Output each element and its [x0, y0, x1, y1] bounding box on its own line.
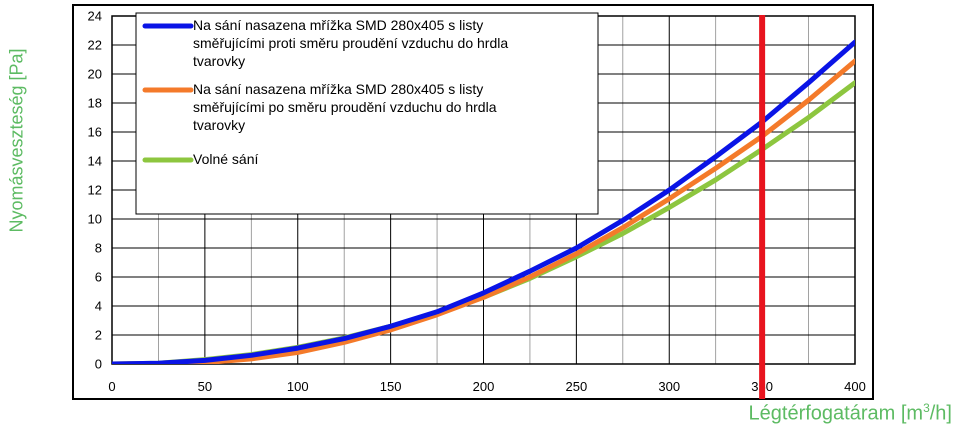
x-tick-label: 50: [198, 379, 212, 394]
y-tick-label: 22: [88, 38, 102, 53]
x-tick-label: 400: [844, 379, 866, 394]
x-tick-label: 250: [566, 379, 588, 394]
y-axis-label: Nyomásveszteség [Pa]: [6, 48, 27, 233]
series-group: [112, 39, 855, 364]
x-tick-label: 0: [108, 379, 115, 394]
x-tick-label: 200: [473, 379, 495, 394]
y-tick-label: 18: [88, 96, 102, 111]
x-tick-label: 100: [287, 379, 309, 394]
x-tick-label: 300: [658, 379, 680, 394]
y-tick-label: 4: [95, 299, 102, 314]
y-tick-label: 20: [88, 67, 102, 82]
legend-entry: Na sání nasazena mřížka SMD 280x405 s li…: [193, 81, 497, 133]
y-tick-label: 16: [88, 125, 102, 140]
y-tick-label: 8: [95, 241, 102, 256]
x-axis-label: Légtérfogatáram [m3/h]: [748, 401, 952, 425]
y-tick-label: 6: [95, 270, 102, 285]
legend-entry: Volné sání: [193, 151, 258, 167]
y-tick-label: 0: [95, 357, 102, 372]
series-line-1: [112, 39, 855, 364]
x-tick-label: 150: [380, 379, 402, 394]
y-tick-label: 10: [88, 212, 102, 227]
legend-entry: Na sání nasazena mřížka SMD 280x405 s li…: [193, 17, 508, 69]
series-line-2: [112, 58, 855, 364]
legend-box: [135, 12, 599, 215]
y-tick-label: 12: [88, 183, 102, 198]
y-tick-label: 14: [88, 154, 102, 169]
y-tick-label: 24: [88, 9, 102, 24]
y-tick-label: 2: [95, 328, 102, 343]
